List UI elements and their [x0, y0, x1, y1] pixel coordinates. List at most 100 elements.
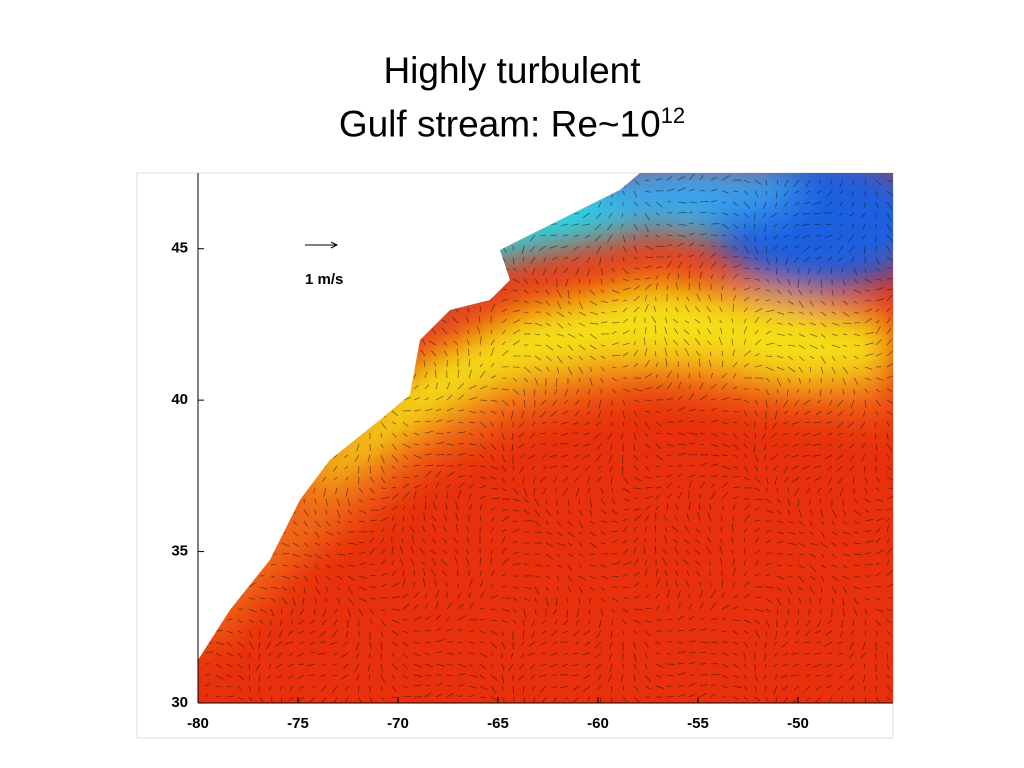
velocity-vector: [534, 333, 540, 336]
velocity-vector: [610, 685, 613, 693]
velocity-vector: [816, 641, 822, 644]
velocity-vector: [875, 498, 884, 502]
velocity-vector: [534, 575, 541, 578]
velocity-vector: [743, 267, 750, 270]
velocity-vector: [457, 382, 465, 390]
velocity-vector: [842, 608, 846, 617]
velocity-vector: [501, 536, 506, 544]
velocity-vector: [806, 619, 811, 626]
velocity-vector: [490, 630, 498, 636]
velocity-vector: [553, 476, 558, 483]
velocity-vector: [435, 614, 441, 621]
scale-arrow-head: [330, 241, 339, 249]
velocity-vector: [479, 685, 488, 691]
velocity-vector: [289, 652, 294, 657]
velocity-vector: [732, 410, 740, 413]
velocity-vector: [545, 586, 549, 591]
velocity-vector: [743, 504, 750, 511]
velocity-vector: [270, 575, 276, 578]
velocity-vector: [754, 560, 759, 566]
velocity-vector: [721, 443, 730, 448]
velocity-vector: [804, 685, 811, 692]
velocity-vector: [314, 509, 317, 515]
velocity-vector: [588, 608, 591, 615]
velocity-vector: [787, 564, 793, 567]
velocity-vector: [490, 507, 496, 511]
velocity-vector: [666, 482, 672, 489]
velocity-vector: [598, 685, 602, 690]
velocity-vector: [842, 366, 849, 374]
velocity-vector: [336, 597, 341, 605]
velocity-vector: [588, 278, 591, 285]
velocity-vector: [567, 355, 573, 360]
velocity-vector: [795, 630, 800, 636]
velocity-vector: [391, 608, 401, 611]
velocity-vector: [666, 285, 669, 291]
velocity-vector: [555, 597, 558, 607]
velocity-vector: [545, 509, 552, 517]
velocity-vector: [787, 289, 793, 296]
velocity-vector: [688, 603, 693, 610]
velocity-vector: [457, 615, 466, 621]
velocity-vector: [754, 256, 759, 261]
velocity-vector: [543, 465, 547, 470]
velocity-vector: [380, 674, 386, 683]
velocity-vector: [276, 674, 283, 679]
velocity-vector: [765, 696, 769, 702]
velocity-vector: [655, 362, 659, 368]
velocity-vector: [550, 652, 558, 656]
velocity-vector: [743, 399, 749, 404]
velocity-vector: [292, 564, 300, 569]
velocity-vector: [270, 563, 277, 566]
velocity-vector: [368, 674, 371, 680]
velocity-vector: [798, 586, 803, 591]
velocity-vector: [644, 212, 650, 221]
velocity-vector: [787, 300, 794, 305]
velocity-vector: [538, 674, 547, 678]
velocity-vector: [424, 397, 429, 401]
velocity-vector: [864, 696, 867, 703]
velocity-vector: [468, 484, 474, 489]
velocity-vector: [677, 253, 683, 258]
velocity-vector: [688, 408, 697, 412]
velocity-vector: [743, 362, 750, 368]
velocity-vector: [732, 641, 739, 645]
velocity-vector: [457, 673, 466, 676]
velocity-vector: [842, 333, 848, 336]
velocity-vector: [435, 639, 445, 643]
velocity-vector: [743, 256, 749, 259]
velocity-vector: [391, 685, 397, 693]
velocity-vector: [886, 537, 890, 544]
velocity-vector: [783, 190, 789, 197]
velocity-vector: [269, 685, 272, 691]
velocity-vector: [677, 381, 682, 390]
velocity-vector: [369, 465, 372, 474]
velocity-vector: [402, 674, 408, 680]
velocity-vector: [578, 586, 584, 594]
velocity-vector: [826, 410, 833, 415]
x-tick-label: -60: [587, 715, 609, 732]
velocity-vector: [633, 497, 639, 500]
velocity-vector: [512, 608, 518, 613]
velocity-vector: [860, 652, 866, 659]
velocity-vector: [435, 693, 444, 698]
velocity-vector: [607, 432, 613, 440]
velocity-vector: [455, 512, 459, 522]
velocity-vector: [413, 652, 422, 657]
velocity-vector: [776, 575, 785, 580]
velocity-vector: [532, 696, 536, 703]
velocity-vector: [863, 465, 866, 474]
velocity-vector: [677, 452, 687, 456]
velocity-vector: [466, 537, 470, 544]
velocity-vector: [763, 443, 767, 451]
velocity-vector: [699, 651, 706, 654]
velocity-vector: [864, 597, 871, 601]
velocity-vector: [457, 582, 460, 588]
velocity-vector: [633, 316, 636, 324]
velocity-vector: [467, 348, 470, 357]
velocity-vector: [644, 504, 652, 511]
velocity-vector: [831, 531, 838, 535]
velocity-vector: [541, 454, 547, 459]
velocity-vector: [435, 470, 442, 478]
velocity-vector: [574, 234, 580, 238]
